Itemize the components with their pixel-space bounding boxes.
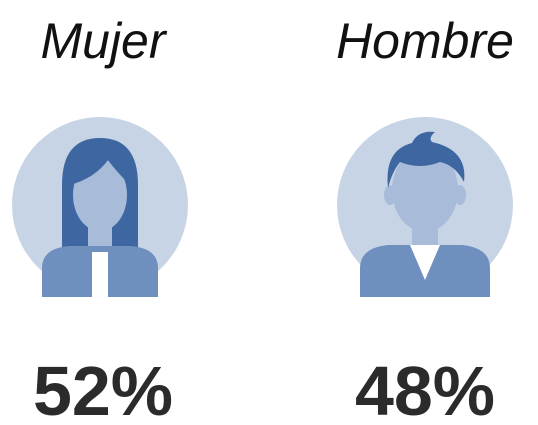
percent-label: 52% <box>33 352 173 425</box>
man-icon <box>337 117 513 297</box>
woman-icon <box>12 117 188 297</box>
percent-label: 48% <box>355 352 495 425</box>
category-label: Mujer <box>40 13 167 69</box>
category-label: Hombre <box>336 13 514 69</box>
